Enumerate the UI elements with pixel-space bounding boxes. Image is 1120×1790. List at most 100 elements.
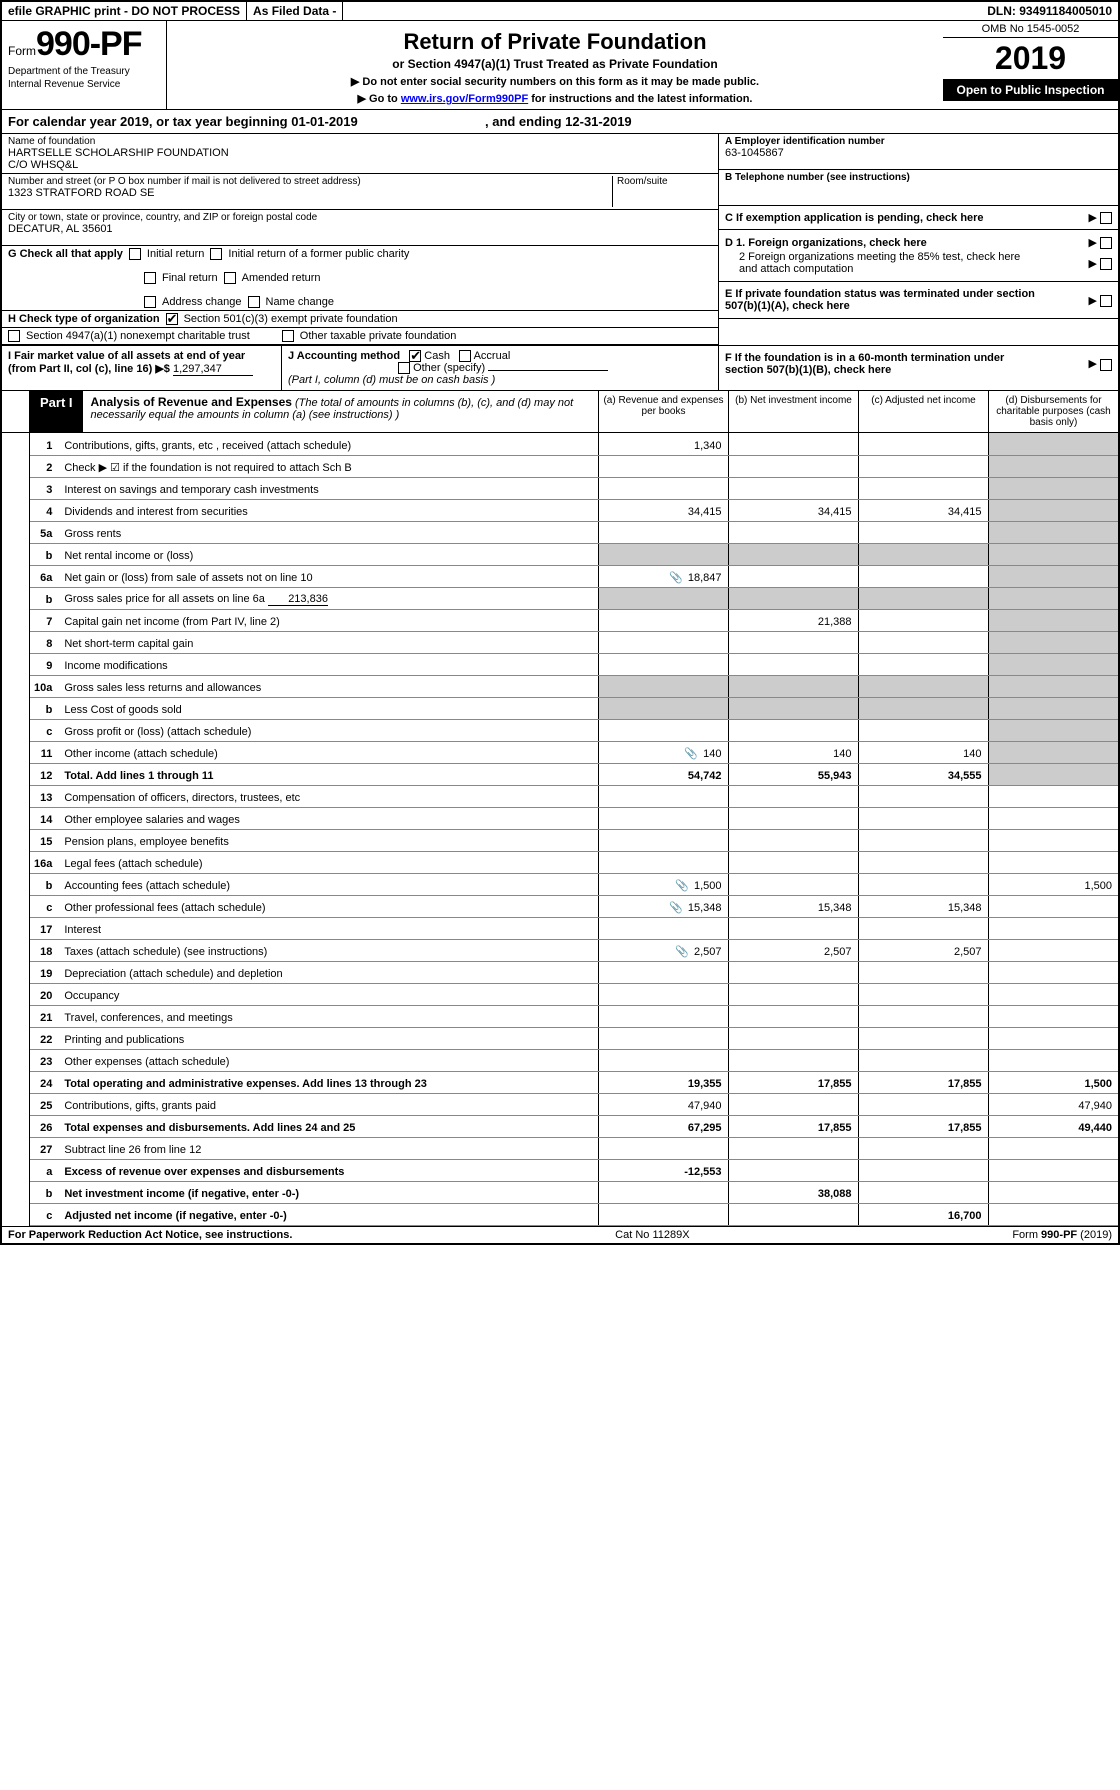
i-val: 1,297,347 [173, 363, 253, 376]
cell-b [728, 433, 858, 455]
cell-c: 140 [858, 741, 988, 763]
cb-initial[interactable] [129, 248, 141, 260]
cell-b: 2,507 [728, 939, 858, 961]
cb-d2[interactable] [1100, 258, 1112, 270]
attach-icon[interactable]: 📎 [673, 945, 691, 958]
cell-b: 55,943 [728, 763, 858, 785]
revenue-sidelabel [2, 433, 30, 1226]
tax-year: 2019 [943, 38, 1118, 79]
cb-f[interactable] [1100, 359, 1112, 371]
cell-a: 34,415 [598, 499, 728, 521]
cell-a [598, 675, 728, 697]
name-1: HARTSELLE SCHOLARSHIP FOUNDATION [8, 147, 712, 159]
row-desc: Capital gain net income (from Part IV, l… [60, 609, 598, 631]
header-right: OMB No 1545-0052 2019 Open to Public Ins… [943, 21, 1118, 109]
cb-e[interactable] [1100, 295, 1112, 307]
row-desc: Other employee salaries and wages [60, 807, 598, 829]
cell-b [728, 807, 858, 829]
cell-a [598, 851, 728, 873]
row-desc: Gross sales price for all assets on line… [60, 587, 598, 609]
row-desc: Depreciation (attach schedule) and deple… [60, 961, 598, 983]
cb-other-tax[interactable] [282, 330, 294, 342]
row-9: 9Income modifications [30, 653, 1118, 675]
cell-b [728, 1203, 858, 1225]
cell-a [598, 785, 728, 807]
row-desc: Dividends and interest from securities [60, 499, 598, 521]
cb-accrual[interactable] [459, 350, 471, 362]
irs-label: Internal Revenue Service [8, 79, 160, 90]
h-opt1: Section 501(c)(3) exempt private foundat… [184, 313, 398, 325]
row-desc: Excess of revenue over expenses and disb… [60, 1159, 598, 1181]
cell-d [988, 851, 1118, 873]
cal-a: For calendar year 2019, or tax year begi… [8, 114, 291, 129]
row-num: 27 [30, 1137, 60, 1159]
cell-c: 34,555 [858, 763, 988, 785]
cb-c[interactable] [1100, 212, 1112, 224]
g-label: G Check all that apply [8, 248, 123, 260]
street-label: Number and street (or P O box number if … [8, 176, 612, 187]
cb-d1[interactable] [1100, 237, 1112, 249]
j-other: Other (specify) [413, 362, 485, 374]
cell-d [988, 785, 1118, 807]
row-desc: Total operating and administrative expen… [60, 1071, 598, 1093]
cell-b [728, 653, 858, 675]
row-27c: cAdjusted net income (if negative, enter… [30, 1203, 1118, 1225]
row-desc: Compensation of officers, directors, tru… [60, 785, 598, 807]
entity-info: Name of foundation HARTSELLE SCHOLARSHIP… [2, 134, 1118, 346]
cell-b: 34,415 [728, 499, 858, 521]
cell-d [988, 433, 1118, 455]
cell-a: -12,553 [598, 1159, 728, 1181]
attach-icon[interactable]: 📎 [673, 879, 691, 892]
cb-501c3[interactable] [166, 313, 178, 325]
row-num: 6a [30, 565, 60, 587]
row-12: 12Total. Add lines 1 through 11 54,74255… [30, 763, 1118, 785]
form-990pf: efile GRAPHIC print - DO NOT PROCESS As … [0, 0, 1120, 1245]
row-1: 1Contributions, gifts, grants, etc , rec… [30, 433, 1118, 455]
cell-d [988, 829, 1118, 851]
row-6a: 6aNet gain or (loss) from sale of assets… [30, 565, 1118, 587]
cell-d [988, 1005, 1118, 1027]
cb-address[interactable] [144, 296, 156, 308]
cb-namechg[interactable] [248, 296, 260, 308]
irs-link[interactable]: www.irs.gov/Form990PF [401, 93, 528, 105]
cell-c [858, 587, 988, 609]
row-26: 26Total expenses and disbursements. Add … [30, 1115, 1118, 1137]
cell-b [728, 1137, 858, 1159]
cell-a [598, 1027, 728, 1049]
cb-other[interactable] [398, 362, 410, 374]
ijf-row: I Fair market value of all assets at end… [2, 346, 1118, 391]
cb-amended[interactable] [224, 272, 236, 284]
cb-cash[interactable] [409, 350, 421, 362]
g-opt-4: Address change [162, 296, 242, 308]
j-note: (Part I, column (d) must be on cash basi… [288, 374, 495, 386]
cb-4947[interactable] [8, 330, 20, 342]
cell-c [858, 543, 988, 565]
j-accrual: Accrual [474, 350, 511, 362]
attach-icon[interactable]: 📎 [667, 571, 685, 584]
j-cash: Cash [424, 350, 450, 362]
row-desc: Gross rents [60, 521, 598, 543]
row-desc: Gross sales less returns and allowances [60, 675, 598, 697]
part1-label: Part I [30, 391, 83, 432]
part1-header: Part I Analysis of Revenue and Expenses … [2, 391, 1118, 433]
cal-begin: 01-01-2019 [291, 114, 358, 129]
cb-final[interactable] [144, 272, 156, 284]
cell-a [598, 609, 728, 631]
g-opt-0: Initial return [147, 248, 204, 260]
cell-d [988, 653, 1118, 675]
row-desc: Net rental income or (loss) [60, 543, 598, 565]
cell-d [988, 1049, 1118, 1071]
row-7: 7Capital gain net income (from Part IV, … [30, 609, 1118, 631]
city-row: City or town, state or province, country… [2, 210, 718, 246]
attach-icon[interactable]: 📎 [667, 901, 685, 914]
row-num: 17 [30, 917, 60, 939]
row-2: 2Check ▶ ☑ if the foundation is not requ… [30, 455, 1118, 477]
attach-icon[interactable]: 📎 [682, 747, 700, 760]
cell-c [858, 521, 988, 543]
cb-initial-former[interactable] [210, 248, 222, 260]
h-row: H Check type of organization Section 501… [2, 311, 718, 328]
cell-b [728, 631, 858, 653]
cell-c: 17,855 [858, 1115, 988, 1137]
f-label: F If the foundation is in a 60-month ter… [725, 352, 1045, 376]
row-num: a [30, 1159, 60, 1181]
